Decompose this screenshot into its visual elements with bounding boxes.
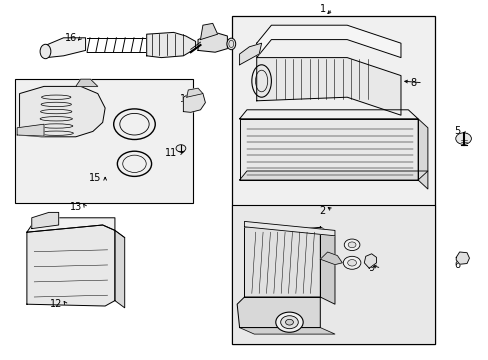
Circle shape — [343, 256, 360, 269]
Polygon shape — [320, 227, 334, 304]
Circle shape — [347, 260, 356, 266]
Bar — [232, 16, 434, 344]
Polygon shape — [320, 252, 342, 265]
Bar — [232, 205, 434, 344]
Text: 7: 7 — [407, 148, 413, 158]
Text: 9: 9 — [368, 263, 374, 273]
Text: 13: 13 — [69, 202, 82, 212]
Polygon shape — [237, 297, 320, 328]
Polygon shape — [256, 58, 400, 115]
Polygon shape — [46, 38, 85, 58]
Circle shape — [455, 133, 470, 144]
Polygon shape — [239, 171, 427, 180]
Circle shape — [344, 239, 359, 251]
Polygon shape — [17, 124, 44, 136]
Text: 2: 2 — [319, 206, 325, 216]
Text: 15: 15 — [89, 173, 102, 183]
Polygon shape — [200, 23, 217, 40]
Text: 10: 10 — [179, 94, 192, 104]
Circle shape — [347, 242, 355, 248]
Circle shape — [285, 319, 293, 325]
Polygon shape — [76, 79, 98, 86]
Polygon shape — [198, 32, 227, 52]
Ellipse shape — [113, 109, 155, 140]
Polygon shape — [455, 252, 468, 264]
Polygon shape — [27, 225, 115, 306]
Polygon shape — [239, 119, 417, 180]
Ellipse shape — [117, 151, 151, 176]
Polygon shape — [239, 43, 261, 65]
Text: 1: 1 — [319, 4, 325, 14]
Ellipse shape — [120, 113, 149, 135]
Polygon shape — [417, 119, 427, 189]
Circle shape — [275, 312, 303, 332]
Text: 8: 8 — [409, 78, 415, 88]
Polygon shape — [183, 92, 205, 112]
Text: 3: 3 — [244, 227, 249, 237]
Polygon shape — [364, 254, 376, 268]
Text: 4: 4 — [292, 317, 298, 327]
Ellipse shape — [122, 155, 146, 172]
Polygon shape — [20, 86, 105, 137]
Text: 14: 14 — [125, 116, 138, 126]
Polygon shape — [256, 25, 400, 58]
Text: 5: 5 — [453, 126, 459, 136]
Polygon shape — [244, 227, 320, 297]
Polygon shape — [244, 221, 334, 236]
Polygon shape — [115, 230, 124, 308]
Text: 11: 11 — [164, 148, 177, 158]
Polygon shape — [27, 218, 115, 232]
Text: 12: 12 — [50, 299, 62, 309]
Ellipse shape — [40, 44, 51, 59]
Text: 16: 16 — [64, 33, 77, 43]
Polygon shape — [146, 32, 195, 58]
Bar — [15, 79, 193, 203]
Polygon shape — [186, 88, 203, 97]
Polygon shape — [239, 328, 334, 334]
Polygon shape — [239, 110, 417, 119]
Circle shape — [280, 316, 298, 329]
Ellipse shape — [226, 38, 235, 50]
Circle shape — [176, 145, 185, 152]
Text: 6: 6 — [453, 260, 459, 270]
Polygon shape — [32, 212, 59, 229]
